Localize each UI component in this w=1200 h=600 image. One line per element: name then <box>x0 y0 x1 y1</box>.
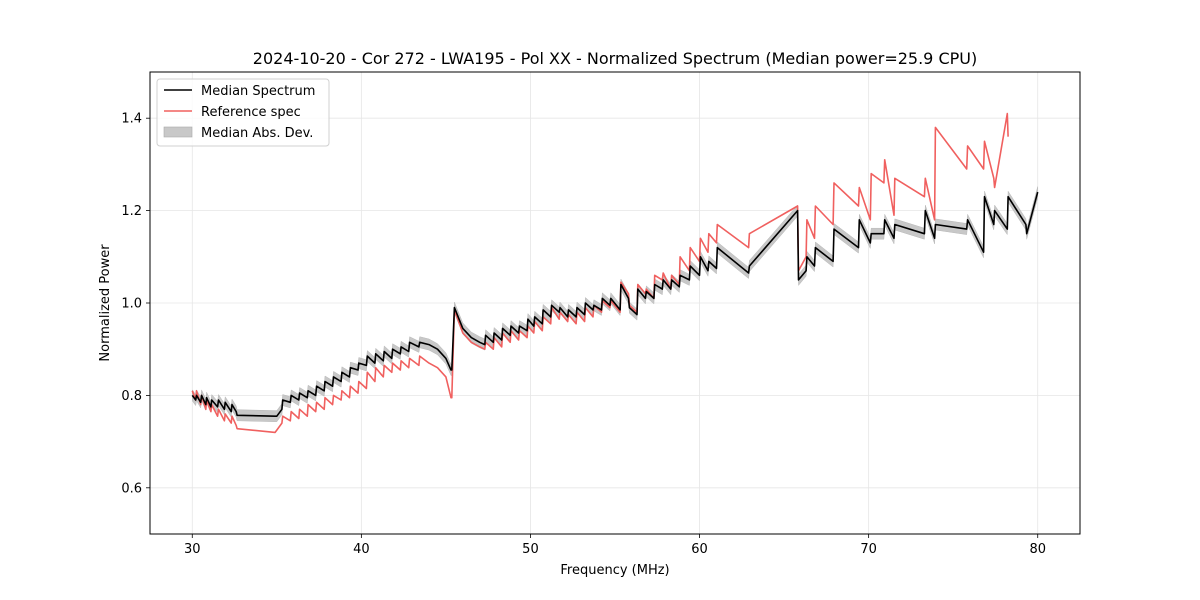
legend-label-mad: Median Abs. Dev. <box>201 126 313 141</box>
x-axis-label: Frequency (MHz) <box>560 563 669 578</box>
y-tick-label: 0.8 <box>121 389 142 404</box>
median-spectrum-line <box>191 191 1039 418</box>
y-tick-label: 0.6 <box>121 481 142 496</box>
x-tick-label: 80 <box>1029 542 1046 557</box>
legend-mad-band-icon <box>163 126 193 138</box>
plot-area <box>191 112 1039 434</box>
x-tick-label: 40 <box>353 542 370 557</box>
y-tick-label: 1.0 <box>121 297 142 312</box>
legend-label-reference: Reference spec <box>201 105 301 120</box>
y-tick-label: 1.4 <box>121 112 142 127</box>
y-axis-label: Normalized Power <box>98 244 113 362</box>
x-tick-label: 50 <box>522 542 539 557</box>
x-tick-label: 30 <box>184 542 201 557</box>
legend-box <box>156 78 330 147</box>
y-tick-label: 1.2 <box>121 204 142 219</box>
y-axis: 0.6 0.8 1.0 1.2 1.4 <box>121 112 150 496</box>
x-tick-label: 60 <box>691 542 708 557</box>
legend: Median Spectrum Reference spec Median Ab… <box>156 78 330 147</box>
legend-label-median: Median Spectrum <box>201 84 315 99</box>
reference-spectrum-line <box>191 112 1009 434</box>
x-axis: 30 40 50 60 70 80 <box>184 534 1046 557</box>
x-tick-label: 70 <box>860 542 877 557</box>
chart-title: 2024-10-20 - Cor 272 - LWA195 - Pol XX -… <box>253 49 977 68</box>
